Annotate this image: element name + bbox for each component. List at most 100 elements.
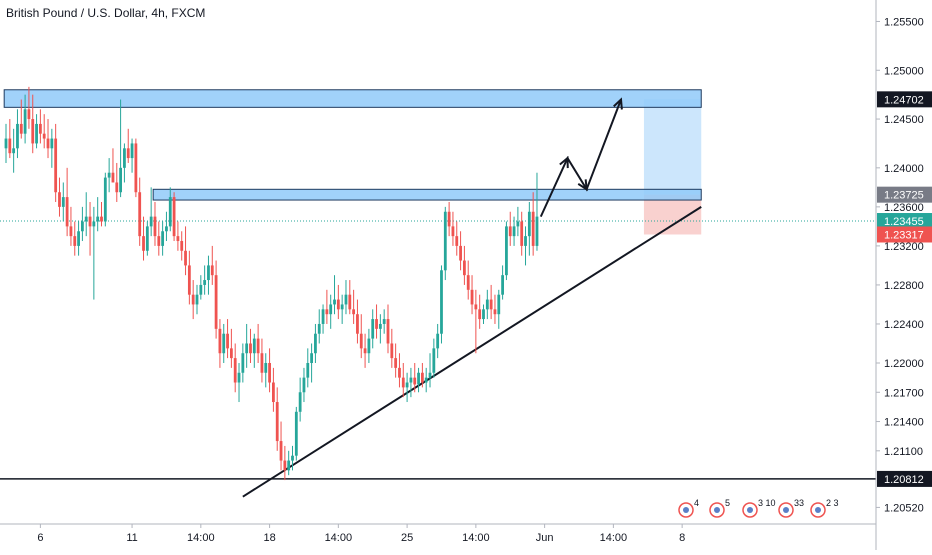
- candle: [229, 328, 233, 368]
- x-tick-label: 6: [37, 532, 43, 544]
- candle-body: [356, 314, 359, 334]
- candle-body: [126, 148, 130, 159]
- candle: [474, 289, 478, 354]
- candle-body: [398, 367, 401, 378]
- candle: [157, 221, 161, 256]
- candle-body: [440, 270, 443, 334]
- candle-body: [214, 275, 218, 329]
- candle-body: [367, 338, 371, 354]
- candle-body: [512, 226, 516, 237]
- candle: [38, 109, 42, 144]
- candle: [100, 201, 103, 227]
- x-tick-label: 14:00: [187, 532, 215, 544]
- candle: [489, 284, 493, 320]
- candle-body: [195, 294, 199, 305]
- candle-body: [50, 138, 54, 149]
- candle-body: [401, 377, 405, 388]
- candle: [61, 182, 65, 222]
- candle-body: [466, 275, 470, 290]
- candle: [329, 294, 333, 329]
- candle-body: [508, 226, 512, 237]
- candle: [19, 99, 23, 139]
- candle-body: [199, 284, 203, 295]
- x-tick-label: 25: [401, 532, 413, 544]
- event-count-label: 5: [725, 498, 730, 508]
- candle-body: [111, 172, 115, 183]
- candle-body: [88, 216, 92, 227]
- candle: [272, 367, 275, 412]
- candle-body: [428, 372, 432, 378]
- candle: [386, 304, 390, 354]
- candle-body: [65, 197, 69, 227]
- candle: [252, 333, 256, 368]
- candle-body: [8, 138, 12, 154]
- candle: [413, 362, 417, 393]
- candle-body: [287, 460, 291, 471]
- candle-body: [310, 353, 313, 363]
- candle: [340, 294, 344, 324]
- candle-body: [142, 236, 145, 251]
- candle-body: [16, 123, 19, 149]
- stop-price-badge: 1.23317: [884, 229, 924, 241]
- x-tick-label: 11: [126, 532, 137, 544]
- projection-arrowhead: [559, 155, 569, 169]
- candle-body: [363, 348, 367, 354]
- x-tick-label: 14:00: [325, 532, 353, 544]
- candle-body: [405, 382, 409, 388]
- candle-body: [505, 226, 508, 276]
- candle: [401, 362, 405, 398]
- candle: [470, 275, 474, 315]
- candle: [233, 343, 237, 393]
- candle: [283, 445, 287, 481]
- candle-body: [451, 226, 455, 237]
- candle-body: [378, 323, 382, 329]
- candle: [50, 128, 54, 168]
- candle: [436, 323, 440, 359]
- zone-lower-badge: 1.23725: [884, 190, 924, 202]
- candle: [447, 201, 451, 237]
- candle: [218, 319, 222, 368]
- candle: [363, 333, 367, 368]
- candle-body: [359, 333, 363, 349]
- event-count-label: 3 10: [758, 498, 776, 508]
- candle-body: [386, 319, 390, 344]
- candle: [119, 99, 122, 198]
- candle: [149, 187, 153, 237]
- candle-body: [463, 260, 466, 276]
- y-tick-label: 1.23200: [884, 241, 924, 253]
- candle-body: [375, 319, 378, 329]
- candle-body: [443, 211, 447, 271]
- candle-body: [210, 265, 214, 276]
- candle-body: [482, 309, 485, 320]
- candle: [512, 216, 516, 246]
- candle: [222, 323, 226, 363]
- candle-body: [123, 148, 126, 168]
- candle: [390, 328, 394, 368]
- y-tick-label: 1.22000: [884, 358, 924, 370]
- candle-body: [478, 309, 482, 320]
- candle-body: [474, 304, 478, 310]
- candle: [432, 338, 436, 378]
- candle: [451, 211, 455, 246]
- candle: [237, 362, 241, 403]
- candle: [344, 280, 348, 315]
- candle: [505, 221, 508, 281]
- candle-body: [180, 241, 184, 251]
- candle: [378, 314, 382, 344]
- candle-body: [92, 221, 96, 227]
- candle: [260, 338, 264, 383]
- candle: [12, 128, 16, 173]
- candle: [126, 128, 130, 163]
- candle-body: [77, 231, 80, 246]
- candle: [123, 143, 126, 183]
- candle-body: [371, 319, 375, 339]
- candle: [130, 138, 134, 173]
- candle: [203, 265, 207, 295]
- candle: [294, 406, 298, 461]
- candle-body: [394, 358, 398, 368]
- candle: [317, 309, 321, 344]
- candle-body: [27, 109, 31, 120]
- candle: [314, 323, 317, 363]
- stop-zone: [643, 194, 702, 235]
- candle-body: [279, 441, 283, 461]
